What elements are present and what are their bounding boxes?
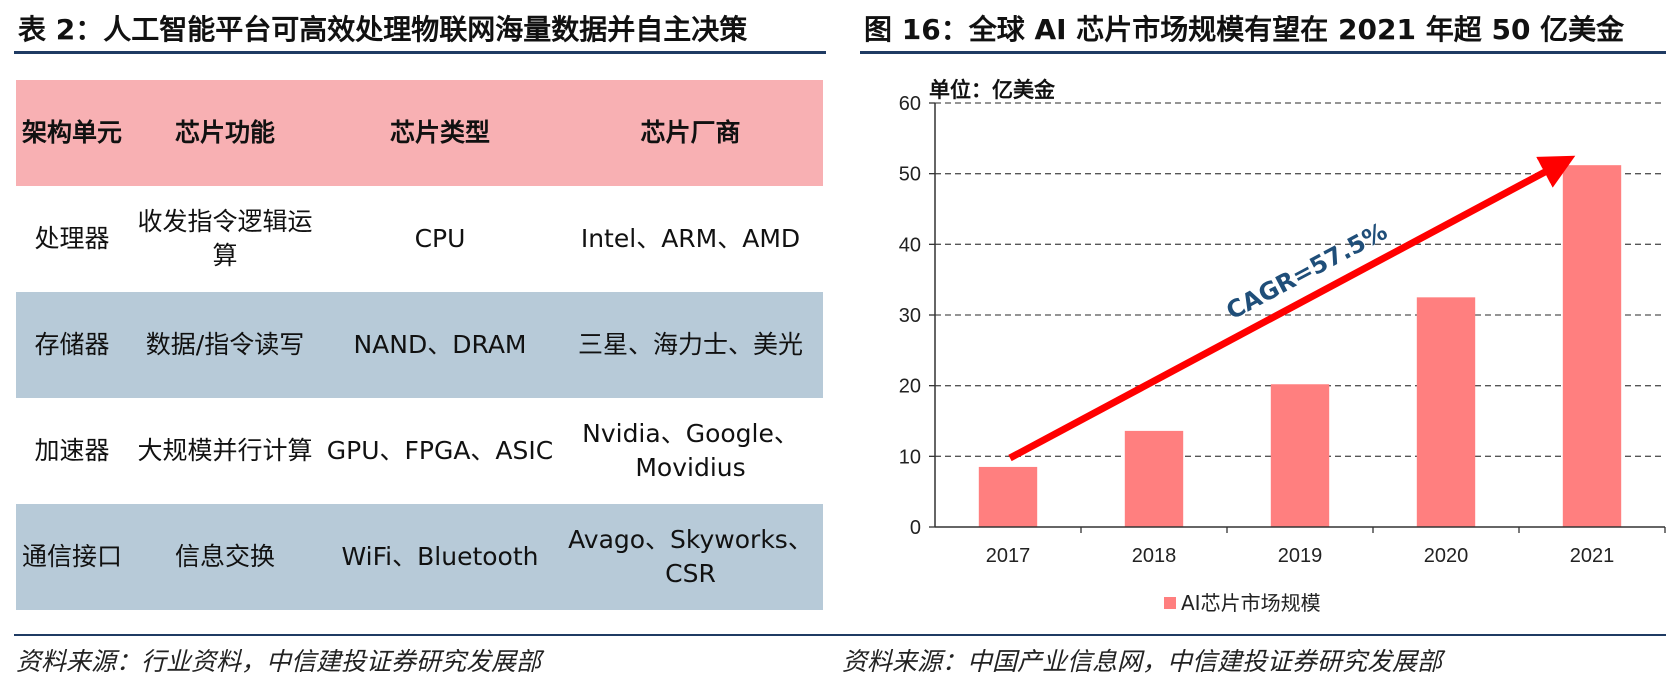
chip-architecture-table: 架构单元 芯片功能 芯片类型 芯片厂商 处理器 收发指令逻辑运算 CPU Int… [16, 80, 823, 610]
header-cell-unit: 架构单元 [21, 118, 122, 147]
table-cell: WiFi、Bluetooth [341, 542, 539, 571]
x-tick-label: 2020 [1424, 545, 1469, 567]
y-tick-label: 50 [899, 164, 921, 186]
table-row: 通信接口 信息交换 WiFi、Bluetooth Avago、Skyworks、… [16, 504, 823, 610]
bar-2018 [1124, 430, 1184, 527]
table-cell: Avago、Skyworks、CSR [568, 525, 813, 588]
y-tick-label: 60 [899, 93, 921, 115]
footer-divider [14, 634, 1666, 636]
table-row: 加速器 大规模并行计算 GPU、FPGA、ASIC Nvidia、Google、… [16, 398, 823, 504]
table-cell: 收发指令逻辑运算 [137, 207, 313, 270]
x-tick-label: 2017 [986, 545, 1031, 567]
table-header-row: 架构单元 芯片功能 芯片类型 芯片厂商 [16, 80, 823, 186]
legend-label: AI芯片市场规模 [1181, 591, 1321, 615]
header-cell-vendor: 芯片厂商 [640, 118, 741, 147]
table-cell: 存储器 [34, 330, 110, 359]
legend-swatch [1164, 597, 1176, 609]
bar-2017 [978, 466, 1038, 527]
x-tick-label: 2018 [1132, 545, 1177, 567]
chart-source: 资料来源：中国产业信息网，中信建投证券研究发展部 [842, 647, 1443, 676]
table-source: 资料来源：行业资料，中信建投证券研究发展部 [16, 647, 542, 676]
table-title: 表 2：人工智能平台可高效处理物联网海量数据并自主决策 [18, 13, 748, 46]
ai-chip-market-chart: 0 10 20 30 40 50 60 2017 2018 2019 2020 2021 单位：亿美金… [899, 78, 1666, 615]
cagr-arrow [1008, 155, 1576, 462]
chart-title: 图 16：全球 AI 芯片市场规模有望在 2021 年超 50 亿美金 [864, 13, 1625, 46]
table-cell: NAND、DRAM [353, 330, 527, 359]
right-title-bar: 图 16：全球 AI 芯片市场规模有望在 2021 年超 50 亿美金 [860, 0, 1666, 54]
table-cell: 大规模并行计算 [137, 436, 313, 465]
x-tick-label: 2021 [1570, 545, 1615, 567]
bar-2020 [1416, 297, 1476, 527]
bar-2021 [1562, 165, 1622, 527]
y-tick-label: 40 [899, 234, 921, 256]
table-cell: Intel、ARM、AMD [580, 224, 801, 253]
table-row: 处理器 收发指令逻辑运算 CPU Intel、ARM、AMD [16, 186, 823, 292]
y-tick-label: 20 [899, 376, 921, 398]
table-cell: 加速器 [34, 436, 110, 465]
table-cell: 数据/指令读写 [145, 330, 305, 359]
table-cell: 处理器 [34, 224, 110, 253]
table-cell: 通信接口 [21, 542, 122, 571]
y-tick-label: 10 [899, 446, 921, 468]
table-cell: Nvidia、Google、Movidius [582, 419, 799, 482]
header-cell-type: 芯片类型 [389, 118, 490, 147]
table-row: 存储器 数据/指令读写 NAND、DRAM 三星、海力士、美光 [16, 292, 823, 398]
table-cell: 信息交换 [174, 542, 275, 571]
table-cell: GPU、FPGA、ASIC [326, 436, 554, 465]
table-cell: CPU [414, 224, 466, 253]
chart-unit-label: 单位：亿美金 [929, 78, 1056, 102]
table-cell: 三星、海力士、美光 [577, 330, 803, 359]
x-tick-label: 2019 [1278, 545, 1323, 567]
bar-2019 [1270, 384, 1330, 527]
y-tick-label: 30 [899, 305, 921, 327]
y-tick-label: 0 [910, 517, 921, 539]
header-cell-function: 芯片功能 [174, 118, 275, 147]
left-title-bar: 表 2：人工智能平台可高效处理物联网海量数据并自主决策 [14, 0, 826, 54]
